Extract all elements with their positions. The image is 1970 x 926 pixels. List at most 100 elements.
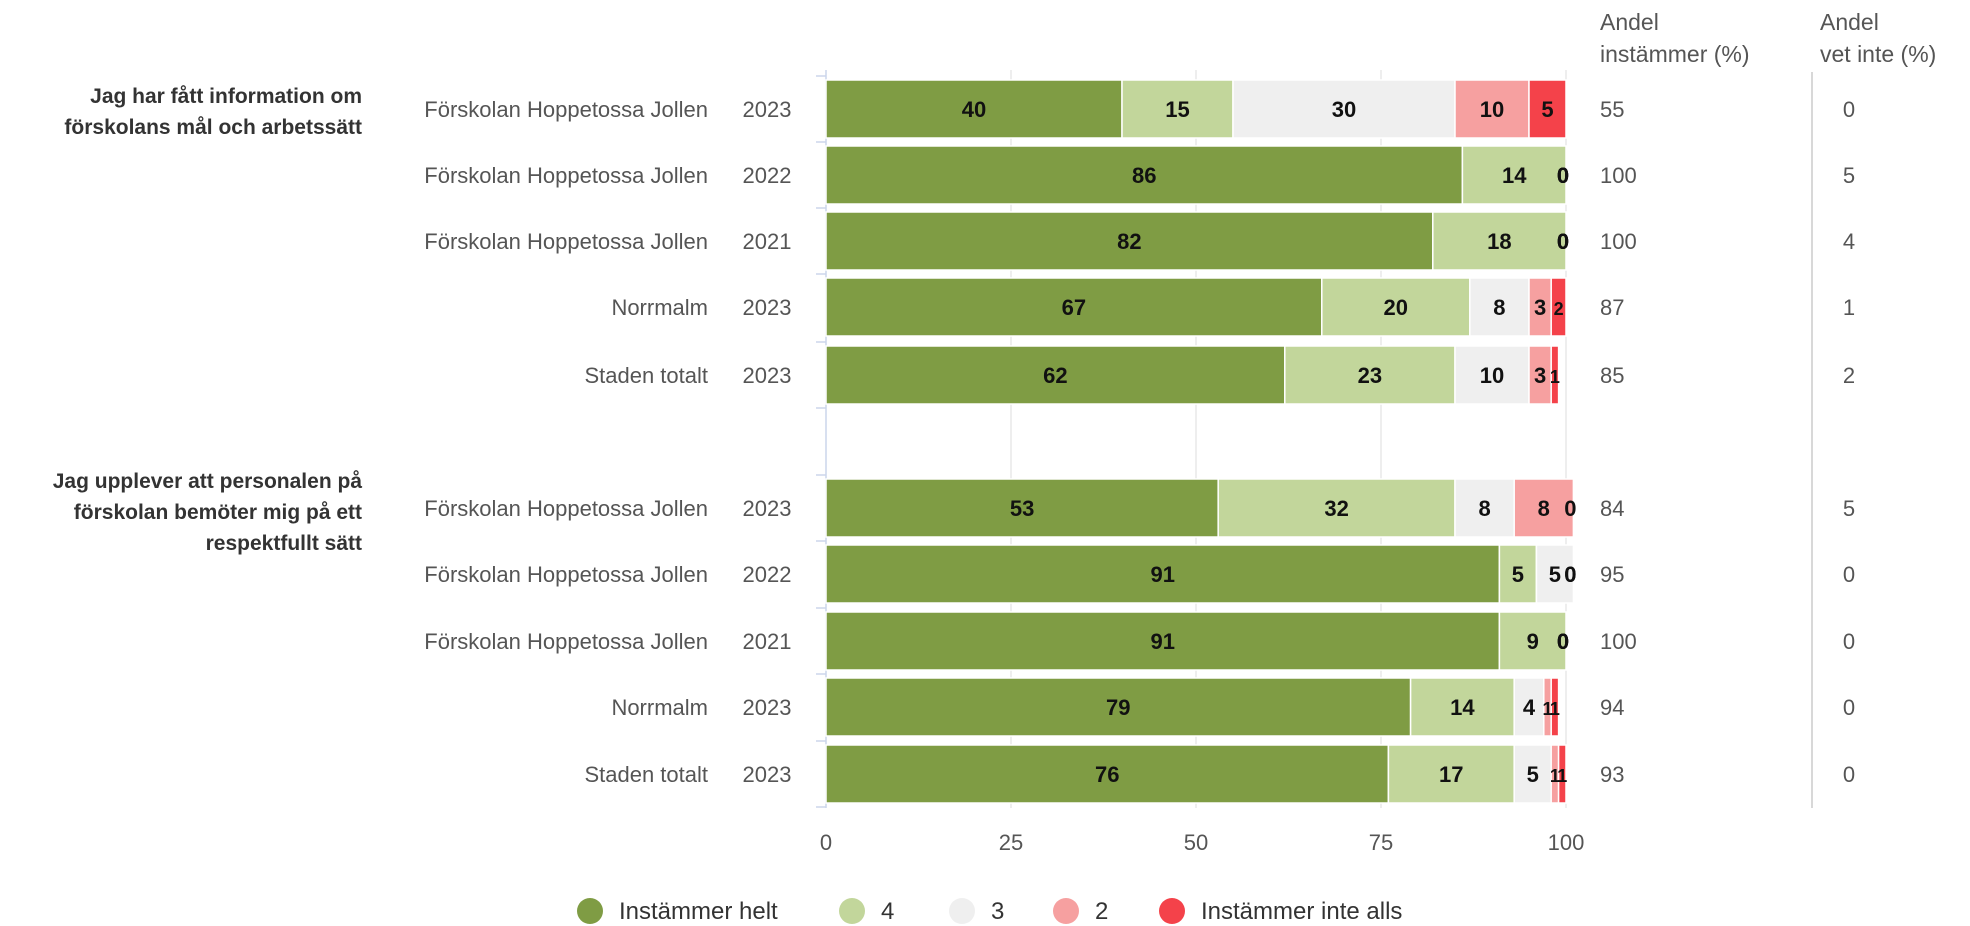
bar-segment (1550, 345, 1560, 405)
x-tick-label: 75 (1369, 830, 1393, 855)
x-tick-label: 50 (1184, 830, 1208, 855)
andel-instammer-value: 55 (1600, 97, 1624, 122)
andel-vet-inte-value: 0 (1843, 97, 1855, 122)
andel-vet-inte-value: 5 (1843, 496, 1855, 521)
bar-segment (1535, 544, 1575, 604)
legend-marker (839, 898, 865, 924)
bar-data-label: 0 (1557, 163, 1569, 188)
row-year-label: 2022 (743, 562, 792, 587)
legend-marker (1159, 898, 1185, 924)
bar-data-label: 1 (1542, 699, 1552, 719)
bar-data-label: 18 (1487, 229, 1511, 254)
bar-segment (1454, 478, 1515, 538)
andel-instammer-value: 100 (1600, 629, 1637, 654)
bar-data-label: 86 (1132, 163, 1156, 188)
bar-data-label: 79 (1106, 695, 1130, 720)
bar-segment (825, 478, 1219, 538)
bar-data-label: 8 (1493, 295, 1505, 320)
row-unit-label: Förskolan Hoppetossa Jollen (424, 629, 708, 654)
legend-marker (577, 898, 603, 924)
bar-segment (1121, 79, 1234, 139)
bar-data-label: 3 (1534, 295, 1546, 320)
column-headers: Andel instämmer (%) Andel vet inte (%) (1600, 9, 1936, 67)
bar-data-label: 0 (1564, 562, 1576, 587)
bar-segment (1461, 145, 1567, 205)
row-unit-label: Förskolan Hoppetossa Jollen (424, 229, 708, 254)
andel-vet-inte-value: 0 (1843, 695, 1855, 720)
row-unit-label: Norrmalm (611, 295, 708, 320)
bar-segment (1550, 677, 1560, 737)
bar-segment (825, 145, 1464, 205)
bar-data-label: 0 (1557, 163, 1569, 188)
row-year-label: 2023 (743, 496, 792, 521)
row-unit-label: Förskolan Hoppetossa Jollen (424, 163, 708, 188)
andel-instammer-value: 95 (1600, 562, 1624, 587)
bar-data-label: 5 (1512, 562, 1524, 587)
bar-data-label: 2 (1554, 299, 1564, 319)
row-year-label: 2021 (743, 229, 792, 254)
row-year-label: 2023 (743, 363, 792, 388)
bar-segment (1557, 744, 1567, 804)
bar-data-label: 1 (1557, 766, 1567, 786)
x-tick-label: 25 (999, 830, 1023, 855)
bar-data-label: 0 (1557, 629, 1569, 654)
row-unit-label: Förskolan Hoppetossa Jollen (424, 496, 708, 521)
andel-vet-inte-value: 5 (1843, 163, 1855, 188)
bar-segment (1498, 611, 1567, 671)
bar-segment (1432, 211, 1567, 271)
bar-segment (1232, 79, 1456, 139)
bar-data-label: 1 (1550, 699, 1560, 719)
row-year-label: 2023 (743, 695, 792, 720)
bar-segment (825, 677, 1412, 737)
x-tick-label: 0 (820, 830, 832, 855)
bar-data-label: 10 (1480, 97, 1504, 122)
bar-segment (1528, 79, 1567, 139)
andel-vet-inte-value: 0 (1843, 629, 1855, 654)
question-label-2: förskolan bemöter mig på ett (74, 501, 362, 524)
header-andel-vet-inte-line1: Andel (1820, 9, 1879, 35)
bar-segment (825, 744, 1390, 804)
bar-segment (825, 211, 1434, 271)
bar-segment (1387, 744, 1515, 804)
bar-data-label: 0 (1557, 629, 1569, 654)
andel-instammer-value: 87 (1600, 295, 1624, 320)
andel-instammer-value: 84 (1600, 496, 1624, 521)
question-label-2: respektfullt sätt (206, 532, 362, 555)
row-unit-label: Norrmalm (611, 695, 708, 720)
bar-segment (1513, 677, 1545, 737)
bar-data-label: 91 (1150, 629, 1174, 654)
bar-segment (1321, 277, 1471, 337)
bar-data-label: 30 (1332, 97, 1356, 122)
bar-data-label: 53 (1010, 496, 1034, 521)
andel-vet-inte-value: 0 (1843, 762, 1855, 787)
question-label-1: Jag har fått information om (90, 85, 362, 108)
andel-instammer-value: 85 (1600, 363, 1624, 388)
bar-segment (825, 277, 1323, 337)
bar-segment (1284, 345, 1456, 405)
andel-vet-inte-value: 1 (1843, 295, 1855, 320)
x-tick-label: 100 (1548, 830, 1585, 855)
row-year-label: 2022 (743, 163, 792, 188)
bar-data-label: 82 (1117, 229, 1141, 254)
question-label-2: Jag upplever att personalen på (53, 470, 363, 493)
andel-vet-inte-value: 0 (1843, 562, 1855, 587)
bar-data-label: 0 (1557, 229, 1569, 254)
bar-data-label: 1 (1550, 766, 1560, 786)
bar-data-label: 5 (1541, 97, 1553, 122)
legend-label: 4 (881, 898, 894, 925)
legend-marker (1053, 898, 1079, 924)
bar-data-label: 5 (1527, 762, 1539, 787)
row-year-label: 2023 (743, 295, 792, 320)
bar-segment (1498, 544, 1538, 604)
bar-segment (1513, 478, 1575, 538)
bar-data-label: 15 (1165, 97, 1189, 122)
bar-data-label: 14 (1450, 695, 1475, 720)
row-unit-label: Staden totalt (584, 762, 708, 787)
bar-data-label: 76 (1095, 762, 1119, 787)
bar-data-label: 5 (1549, 562, 1561, 587)
bar-data-label: 40 (962, 97, 986, 122)
bar-data-label: 62 (1043, 363, 1067, 388)
bar-data-label: 23 (1358, 363, 1382, 388)
bar-data-label: 1 (1550, 367, 1560, 387)
